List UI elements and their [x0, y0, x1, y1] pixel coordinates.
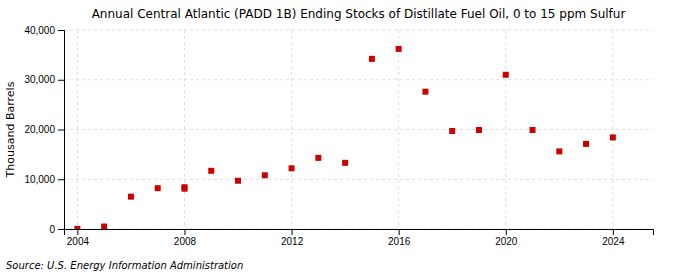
grid-line — [64, 79, 653, 80]
tick-label: 40,000 — [24, 25, 55, 36]
point — [315, 155, 321, 161]
tick-mark — [399, 229, 400, 235]
tick-label: 2012 — [281, 236, 304, 247]
tick-mark — [613, 229, 614, 235]
tick-mark — [58, 179, 64, 180]
tick: 10,000 — [24, 174, 64, 185]
tick: 0 — [49, 224, 64, 235]
tick-mark — [58, 80, 64, 81]
y-axis: 0 10,000 20,000 30,000 40,000 — [24, 25, 64, 235]
x-axis: 2004 2008 2012 2016 2020 2024 — [65, 229, 654, 247]
tick: 2008 — [174, 229, 197, 247]
tick-mark — [58, 229, 64, 230]
point — [74, 226, 80, 229]
y-axis-title: Thousand Barrels — [4, 81, 17, 178]
point — [369, 56, 375, 62]
point — [503, 72, 509, 78]
point — [181, 186, 187, 192]
grid-line — [77, 30, 78, 229]
point — [583, 141, 589, 147]
grid-line — [64, 179, 653, 180]
tick: 2024 — [602, 229, 625, 247]
tick-mark — [506, 229, 507, 235]
tick-label: 2024 — [602, 236, 625, 247]
grid-line — [184, 30, 185, 229]
tick-mark — [77, 229, 78, 235]
point — [101, 224, 107, 229]
tick: 2004 — [67, 229, 90, 247]
tick-mark — [292, 229, 293, 235]
grid-line — [64, 129, 653, 130]
tick-mark — [58, 130, 64, 131]
tick-label: 20,000 — [24, 124, 55, 135]
point — [449, 128, 455, 134]
tick: 2012 — [281, 229, 304, 247]
grid-line — [64, 30, 653, 31]
points — [74, 46, 615, 229]
grid — [64, 30, 653, 229]
point — [128, 194, 134, 200]
point — [289, 165, 295, 171]
tick-label: 30,000 — [24, 74, 55, 85]
tick-label: 2020 — [495, 236, 518, 247]
tick-label: 0 — [49, 224, 55, 235]
point — [235, 178, 241, 184]
point — [396, 46, 402, 52]
tick-label: 2016 — [388, 236, 411, 247]
tick-label: 2008 — [174, 236, 197, 247]
grid-line — [612, 30, 613, 229]
chart: 2004 2008 2012 2016 2020 2024 0 10,000 20,000 30,… — [0, 0, 675, 275]
tick-mark — [58, 30, 64, 31]
point — [530, 127, 536, 133]
grid-line — [291, 30, 292, 229]
tick-label: 2004 — [67, 236, 90, 247]
point — [262, 172, 268, 178]
point — [155, 185, 161, 191]
axis-line — [58, 31, 65, 230]
tick: 20,000 — [24, 124, 64, 135]
title: Annual Central Atlantic (PADD 1B) Ending… — [92, 7, 626, 21]
tick-mark — [184, 229, 185, 235]
plot: 2004 2008 2012 2016 2020 2024 0 10,000 20,000 30,… — [24, 25, 653, 247]
tick-label: 10,000 — [24, 174, 55, 185]
grid-line — [505, 30, 506, 229]
point — [342, 160, 348, 166]
tick: 2020 — [495, 229, 518, 247]
point — [476, 127, 482, 133]
tick: 40,000 — [24, 25, 64, 36]
point — [556, 148, 562, 154]
point — [610, 134, 616, 140]
axis-line — [65, 230, 654, 236]
point — [208, 168, 214, 174]
grid-line — [398, 30, 399, 229]
tick: 30,000 — [24, 74, 64, 85]
point — [422, 89, 428, 95]
tick: 2016 — [388, 229, 411, 247]
annotation: Source: U.S. Energy Information Administ… — [6, 260, 243, 271]
